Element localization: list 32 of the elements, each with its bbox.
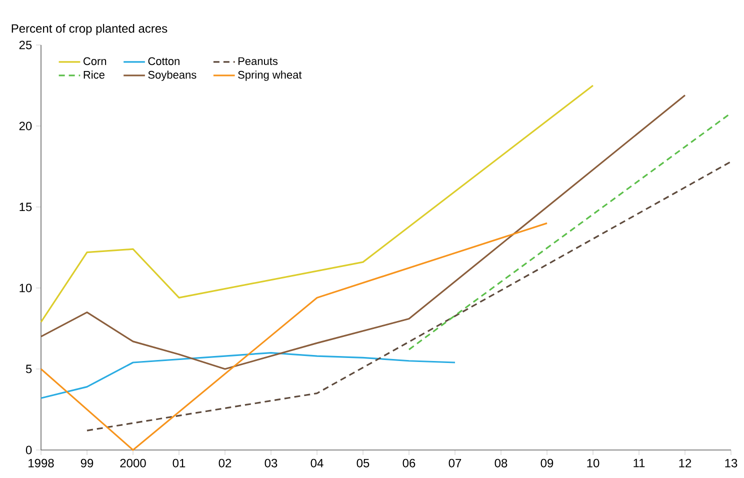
x-tick-label: 2000 — [120, 458, 146, 468]
legend-label: Peanuts — [238, 57, 278, 66]
x-tick-label: 01 — [172, 458, 186, 468]
x-tick-label: 13 — [725, 458, 738, 468]
line-series — [40, 94, 686, 370]
x-tick-label: 03 — [264, 458, 278, 468]
y-tick-label: 5 — [26, 364, 32, 374]
x-tick-label: 05 — [356, 458, 370, 468]
x-tick-label: 99 — [80, 458, 94, 468]
legend-label: Spring wheat — [238, 70, 302, 81]
y-tick-label: 15 — [20, 202, 32, 212]
legend-label: Corn — [84, 57, 106, 66]
x-tick-label: 1998 — [28, 458, 54, 468]
x-tick-label: 04 — [310, 458, 324, 468]
legend-label: Soybeans — [148, 70, 196, 81]
line-series — [40, 84, 594, 323]
line-series — [40, 222, 548, 451]
x-tick-label: 08 — [494, 458, 508, 468]
x-tick-label: 02 — [218, 458, 232, 468]
x-tick-label: 09 — [540, 458, 554, 468]
y-tick-label: 20 — [19, 122, 32, 130]
y-tick-label: 0 — [26, 446, 32, 454]
x-tick-label: 07 — [448, 458, 462, 468]
x-tick-label: 10 — [587, 458, 600, 468]
legend-label: Rice — [84, 70, 104, 79]
y-tick-label: 10 — [20, 284, 32, 292]
x-tick-label: 11 — [634, 458, 645, 468]
x-tick-label: 12 — [679, 458, 692, 468]
y-tick-label: 25 — [19, 40, 32, 50]
x-tick-label: 06 — [402, 458, 416, 468]
legend-label: Cotton — [148, 57, 180, 66]
y-axis-title: Percent of crop planted acres — [12, 24, 168, 36]
